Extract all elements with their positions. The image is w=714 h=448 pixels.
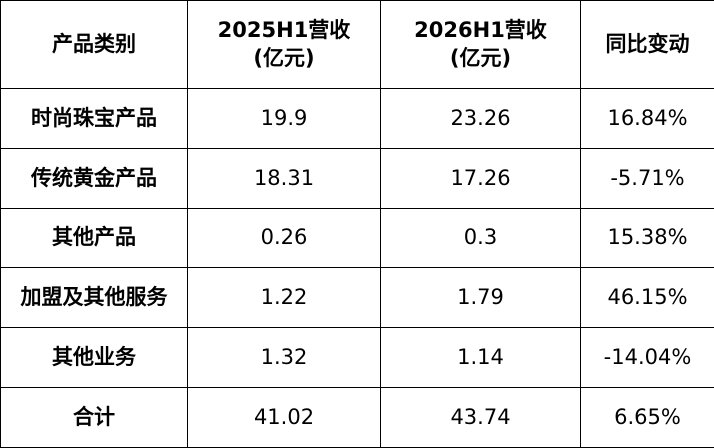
table-cell: 19.9: [188, 89, 381, 149]
table-cell: -14.04%: [581, 328, 714, 388]
table-cell: 15.38%: [581, 208, 714, 268]
table-cell: 18.31: [188, 148, 381, 208]
table-cell: 1.14: [381, 328, 581, 388]
table-cell: 46.15%: [581, 268, 714, 328]
table-cell: 16.84%: [581, 89, 714, 149]
table-cell: 23.26: [381, 89, 581, 149]
row-label: 传统黄金产品: [1, 148, 188, 208]
table-cell: 17.26: [381, 148, 581, 208]
header-cell: 产品类别: [1, 1, 188, 89]
table-cell: 1.22: [188, 268, 381, 328]
table-cell: 1.79: [381, 268, 581, 328]
header-cell: 2025H1营收 (亿元): [188, 1, 381, 89]
row-label: 时尚珠宝产品: [1, 89, 188, 149]
row-label: 加盟及其他服务: [1, 268, 188, 328]
table-cell: 0.26: [188, 208, 381, 268]
row-label: 其他业务: [1, 328, 188, 388]
row-label: 合计: [1, 388, 188, 448]
header-cell: 同比变动: [581, 1, 714, 89]
table-cell: 0.3: [381, 208, 581, 268]
header-cell: 2026H1营收 (亿元): [381, 1, 581, 89]
table-cell: 1.32: [188, 328, 381, 388]
table-cell: 6.65%: [581, 388, 714, 448]
table-cell: 41.02: [188, 388, 381, 448]
table-cell: -5.71%: [581, 148, 714, 208]
row-label: 其他产品: [1, 208, 188, 268]
table-cell: 43.74: [381, 388, 581, 448]
